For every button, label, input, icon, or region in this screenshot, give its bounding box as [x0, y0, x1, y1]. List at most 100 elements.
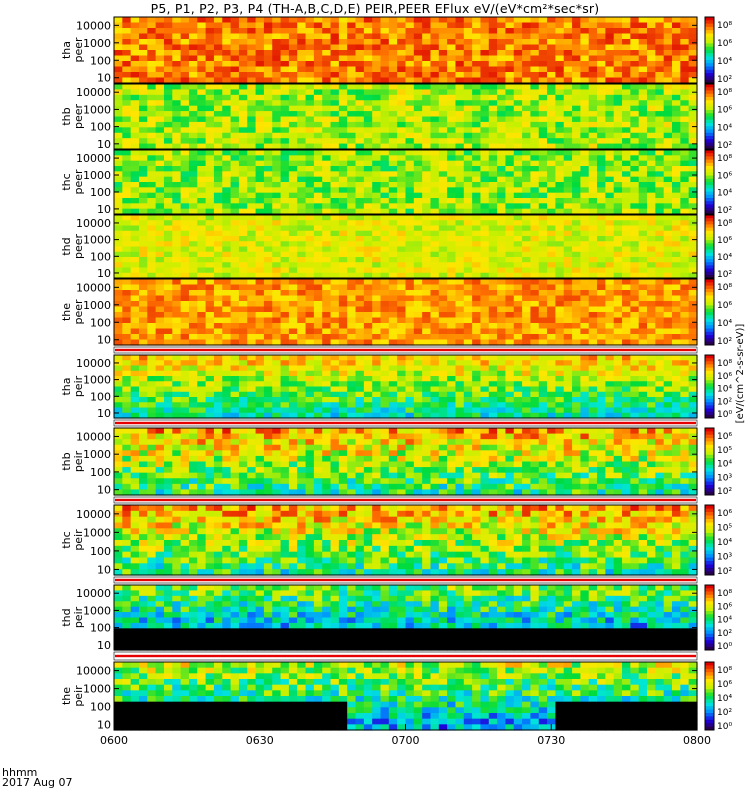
heatmap-cell: [272, 365, 282, 372]
heatmap-cell: [155, 33, 165, 40]
heatmap-cell: [114, 44, 123, 51]
heatmap-cell: [688, 290, 698, 297]
heatmap-cell: [138, 391, 148, 398]
heatmap-cell: [138, 246, 148, 253]
heatmap-cell: [505, 386, 515, 393]
heatmap-cell: [347, 290, 357, 297]
heatmap-cell: [297, 39, 307, 46]
heatmap-cell: [147, 257, 157, 263]
heatmap-cell: [138, 323, 148, 330]
heatmap-cell: [313, 257, 323, 263]
heatmap-cell: [438, 208, 448, 215]
heatmap-cell: [130, 381, 140, 388]
heatmap-cell: [180, 215, 190, 221]
heatmap-cell: [197, 306, 207, 313]
heatmap-cell: [455, 257, 465, 263]
heatmap-cell: [147, 334, 157, 341]
heatmap-cell: [680, 66, 690, 73]
heatmap-cell: [130, 267, 140, 274]
heatmap-cell: [180, 94, 190, 101]
heatmap-cell: [480, 187, 490, 194]
heatmap-cell: [163, 176, 173, 183]
heatmap-cell: [505, 376, 515, 382]
heatmap-cell: [313, 317, 323, 324]
heatmap-cell: [588, 198, 598, 204]
heatmap-cell: [613, 290, 623, 297]
heatmap-cell: [422, 33, 432, 40]
colorbar-tick-label: 10²: [717, 270, 732, 280]
heatmap-cell: [463, 301, 473, 308]
heatmap-cell: [130, 182, 140, 188]
heatmap-cell: [180, 334, 190, 341]
heatmap-cell: [297, 365, 307, 372]
heatmap-cell: [163, 171, 173, 178]
heatmap-cell: [163, 182, 173, 188]
heatmap-cell: [263, 284, 273, 291]
heatmap-cell: [680, 33, 690, 40]
colorbar-segment: [705, 110, 714, 114]
heatmap-cell: [263, 328, 273, 335]
heatmap-cell: [505, 166, 515, 172]
panel-frame: [113, 214, 698, 279]
heatmap-cell: [163, 251, 173, 258]
heatmap-cell: [605, 127, 615, 134]
heatmap-cell: [230, 127, 240, 134]
heatmap-cell: [172, 397, 182, 403]
heatmap-cell: [355, 407, 365, 414]
heatmap-cell: [488, 295, 498, 302]
heatmap-cell: [155, 138, 165, 145]
heatmap-cell: [263, 225, 273, 232]
heatmap-cell: [572, 272, 581, 279]
colorbar-segment: [705, 59, 714, 64]
heatmap-cell: [422, 225, 432, 232]
heatmap-cell: [180, 295, 190, 302]
heatmap-cell: [397, 407, 407, 414]
heatmap-cell: [238, 370, 248, 377]
heatmap-cell: [330, 171, 340, 178]
heatmap-cell: [122, 262, 132, 269]
heatmap-cell: [238, 317, 248, 324]
heatmap-cell: [663, 50, 673, 57]
heatmap-cell: [197, 116, 207, 123]
heatmap-cell: [580, 192, 590, 199]
heatmap-cell: [655, 279, 665, 286]
heatmap-cell: [497, 111, 507, 118]
heatmap-cell: [213, 192, 223, 199]
heatmap-cell: [138, 267, 148, 274]
heatmap-cell: [205, 225, 215, 232]
heatmap-cell: [613, 262, 623, 269]
heatmap-cell: [430, 121, 440, 128]
heatmap-cell: [538, 17, 548, 24]
heatmap-cell: [130, 100, 140, 107]
heatmap-cell: [538, 301, 548, 308]
heatmap-cell: [463, 84, 473, 91]
heatmap-cell: [263, 334, 273, 341]
heatmap-cell: [680, 262, 690, 269]
colorbar-segment: [705, 305, 714, 310]
heatmap-cell: [188, 105, 198, 112]
heatmap-cell: [197, 187, 207, 194]
heatmap-cell: [588, 77, 598, 84]
heatmap-cell: [197, 412, 207, 419]
heatmap-cell: [422, 306, 432, 313]
heatmap-cell: [388, 66, 398, 73]
heatmap-cell: [238, 279, 248, 286]
heatmap-cell: [155, 89, 165, 96]
heatmap-cell: [238, 236, 248, 242]
heatmap-cell: [213, 66, 223, 73]
heatmap-cell: [530, 143, 540, 150]
heatmap-cell: [422, 203, 432, 210]
heatmap-cell: [580, 257, 590, 263]
heatmap-cell: [572, 284, 581, 291]
heatmap-cell: [297, 295, 307, 302]
heatmap-cell: [388, 225, 398, 232]
heatmap-cell: [114, 215, 123, 221]
colorbar-segment: [705, 33, 714, 38]
heatmap-cell: [313, 412, 323, 419]
heatmap-cell: [197, 50, 207, 57]
heatmap-cell: [230, 220, 240, 227]
heatmap-cell: [605, 284, 615, 291]
heatmap-cell: [480, 160, 490, 167]
heatmap-cell: [388, 295, 398, 302]
heatmap-cell: [622, 230, 631, 237]
